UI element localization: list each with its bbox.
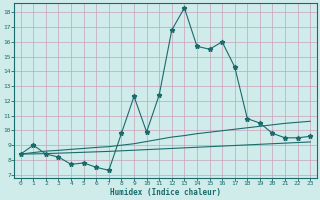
X-axis label: Humidex (Indice chaleur): Humidex (Indice chaleur) [110,188,221,197]
